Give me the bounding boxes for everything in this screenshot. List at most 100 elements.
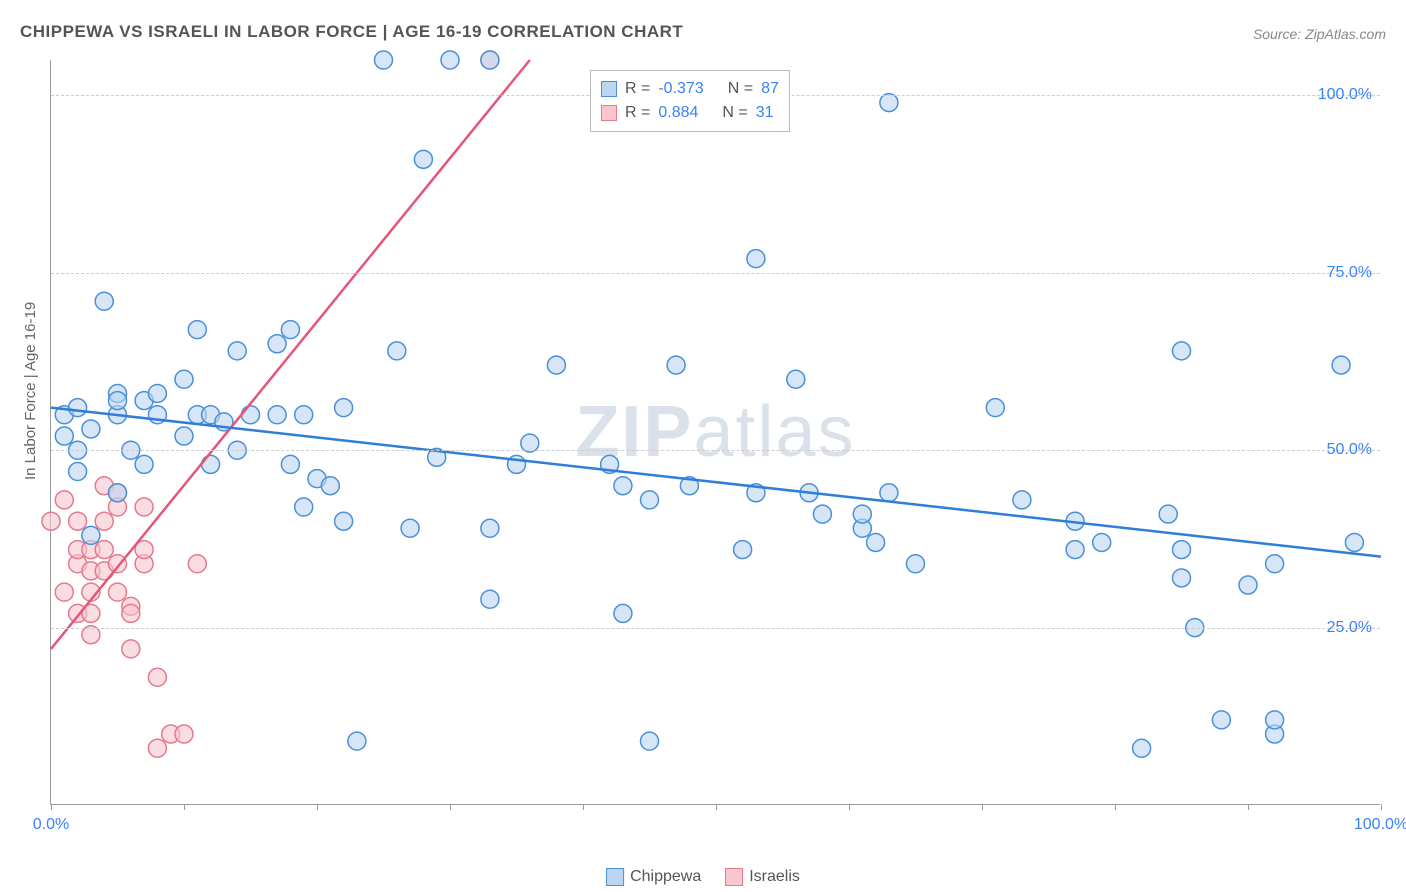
scatter-point bbox=[69, 463, 87, 481]
scatter-point bbox=[109, 392, 127, 410]
x-tick-mark bbox=[317, 804, 318, 810]
scatter-point bbox=[986, 399, 1004, 417]
scatter-point bbox=[1239, 576, 1257, 594]
stat-r-label: R = bbox=[625, 77, 650, 101]
scatter-point bbox=[907, 555, 925, 573]
x-tick-mark bbox=[716, 804, 717, 810]
legend-item-chippewa: Chippewa bbox=[606, 868, 701, 886]
plot-area: ZIPatlas 25.0%50.0%75.0%100.0%0.0%100.0% bbox=[50, 60, 1380, 805]
scatter-point bbox=[122, 604, 140, 622]
scatter-point bbox=[281, 455, 299, 473]
scatter-point bbox=[853, 505, 871, 523]
scatter-point bbox=[388, 342, 406, 360]
scatter-point bbox=[335, 512, 353, 530]
scatter-point bbox=[547, 356, 565, 374]
scatter-point bbox=[175, 370, 193, 388]
stat-n-value: 31 bbox=[756, 101, 774, 125]
source-label: Source: ZipAtlas.com bbox=[1253, 26, 1386, 42]
scatter-point bbox=[1266, 711, 1284, 729]
y-tick-label: 100.0% bbox=[1318, 86, 1372, 104]
scatter-point bbox=[95, 541, 113, 559]
scatter-point bbox=[109, 583, 127, 601]
scatter-point bbox=[1173, 541, 1191, 559]
scatter-point bbox=[69, 399, 87, 417]
scatter-svg bbox=[51, 60, 1381, 805]
scatter-point bbox=[82, 526, 100, 544]
scatter-point bbox=[1173, 342, 1191, 360]
stat-r-value: 0.884 bbox=[658, 101, 698, 125]
scatter-point bbox=[148, 668, 166, 686]
scatter-point bbox=[175, 427, 193, 445]
scatter-point bbox=[1345, 533, 1363, 551]
gridline bbox=[51, 273, 1380, 274]
scatter-point bbox=[813, 505, 831, 523]
scatter-point bbox=[1173, 569, 1191, 587]
stat-r-value: -0.373 bbox=[658, 77, 703, 101]
scatter-point bbox=[375, 51, 393, 69]
scatter-point bbox=[295, 498, 313, 516]
scatter-point bbox=[268, 406, 286, 424]
y-tick-label: 75.0% bbox=[1327, 264, 1372, 282]
stat-row-chippewa: R = -0.373 N = 87 bbox=[601, 77, 779, 101]
y-tick-label: 50.0% bbox=[1327, 441, 1372, 459]
x-tick-mark bbox=[51, 804, 52, 810]
scatter-point bbox=[82, 420, 100, 438]
scatter-point bbox=[1133, 739, 1151, 757]
scatter-point bbox=[109, 484, 127, 502]
scatter-point bbox=[268, 335, 286, 353]
y-axis-label: In Labor Force | Age 16-19 bbox=[22, 302, 39, 480]
scatter-point bbox=[122, 640, 140, 658]
gridline bbox=[51, 628, 1380, 629]
scatter-point bbox=[335, 399, 353, 417]
y-tick-label: 25.0% bbox=[1327, 619, 1372, 637]
scatter-point bbox=[1066, 541, 1084, 559]
scatter-point bbox=[414, 150, 432, 168]
scatter-point bbox=[242, 406, 260, 424]
scatter-point bbox=[135, 455, 153, 473]
scatter-point bbox=[188, 555, 206, 573]
scatter-point bbox=[614, 604, 632, 622]
scatter-point bbox=[867, 533, 885, 551]
trend-line bbox=[51, 408, 1381, 557]
scatter-point bbox=[667, 356, 685, 374]
swatch-icon bbox=[606, 868, 624, 886]
scatter-point bbox=[481, 51, 499, 69]
scatter-point bbox=[1212, 711, 1230, 729]
stat-row-israeli: R = 0.884 N = 31 bbox=[601, 101, 779, 125]
scatter-point bbox=[441, 51, 459, 69]
swatch-icon bbox=[725, 868, 743, 886]
scatter-point bbox=[1093, 533, 1111, 551]
scatter-point bbox=[188, 321, 206, 339]
correlation-stats-box: R = -0.373 N = 87 R = 0.884 N = 31 bbox=[590, 70, 790, 132]
scatter-point bbox=[747, 250, 765, 268]
scatter-point bbox=[175, 725, 193, 743]
x-tick-mark bbox=[1248, 804, 1249, 810]
scatter-point bbox=[641, 491, 659, 509]
stat-n-value: 87 bbox=[761, 77, 779, 101]
chart-title: CHIPPEWA VS ISRAELI IN LABOR FORCE | AGE… bbox=[20, 22, 683, 42]
scatter-point bbox=[95, 292, 113, 310]
scatter-point bbox=[481, 590, 499, 608]
stat-n-label: N = bbox=[728, 77, 753, 101]
scatter-point bbox=[1013, 491, 1031, 509]
stat-n-label: N = bbox=[722, 101, 747, 125]
gridline bbox=[51, 450, 1380, 451]
x-tick-mark bbox=[1381, 804, 1382, 810]
scatter-point bbox=[401, 519, 419, 537]
scatter-point bbox=[55, 427, 73, 445]
scatter-point bbox=[281, 321, 299, 339]
scatter-point bbox=[148, 739, 166, 757]
scatter-point bbox=[1266, 555, 1284, 573]
x-tick-mark bbox=[1115, 804, 1116, 810]
scatter-point bbox=[42, 512, 60, 530]
scatter-point bbox=[55, 583, 73, 601]
scatter-point bbox=[880, 484, 898, 502]
scatter-point bbox=[202, 455, 220, 473]
chart-container: CHIPPEWA VS ISRAELI IN LABOR FORCE | AGE… bbox=[0, 0, 1406, 892]
scatter-point bbox=[734, 541, 752, 559]
stat-r-label: R = bbox=[625, 101, 650, 125]
scatter-point bbox=[228, 342, 246, 360]
scatter-point bbox=[321, 477, 339, 495]
scatter-point bbox=[641, 732, 659, 750]
scatter-point bbox=[1159, 505, 1177, 523]
